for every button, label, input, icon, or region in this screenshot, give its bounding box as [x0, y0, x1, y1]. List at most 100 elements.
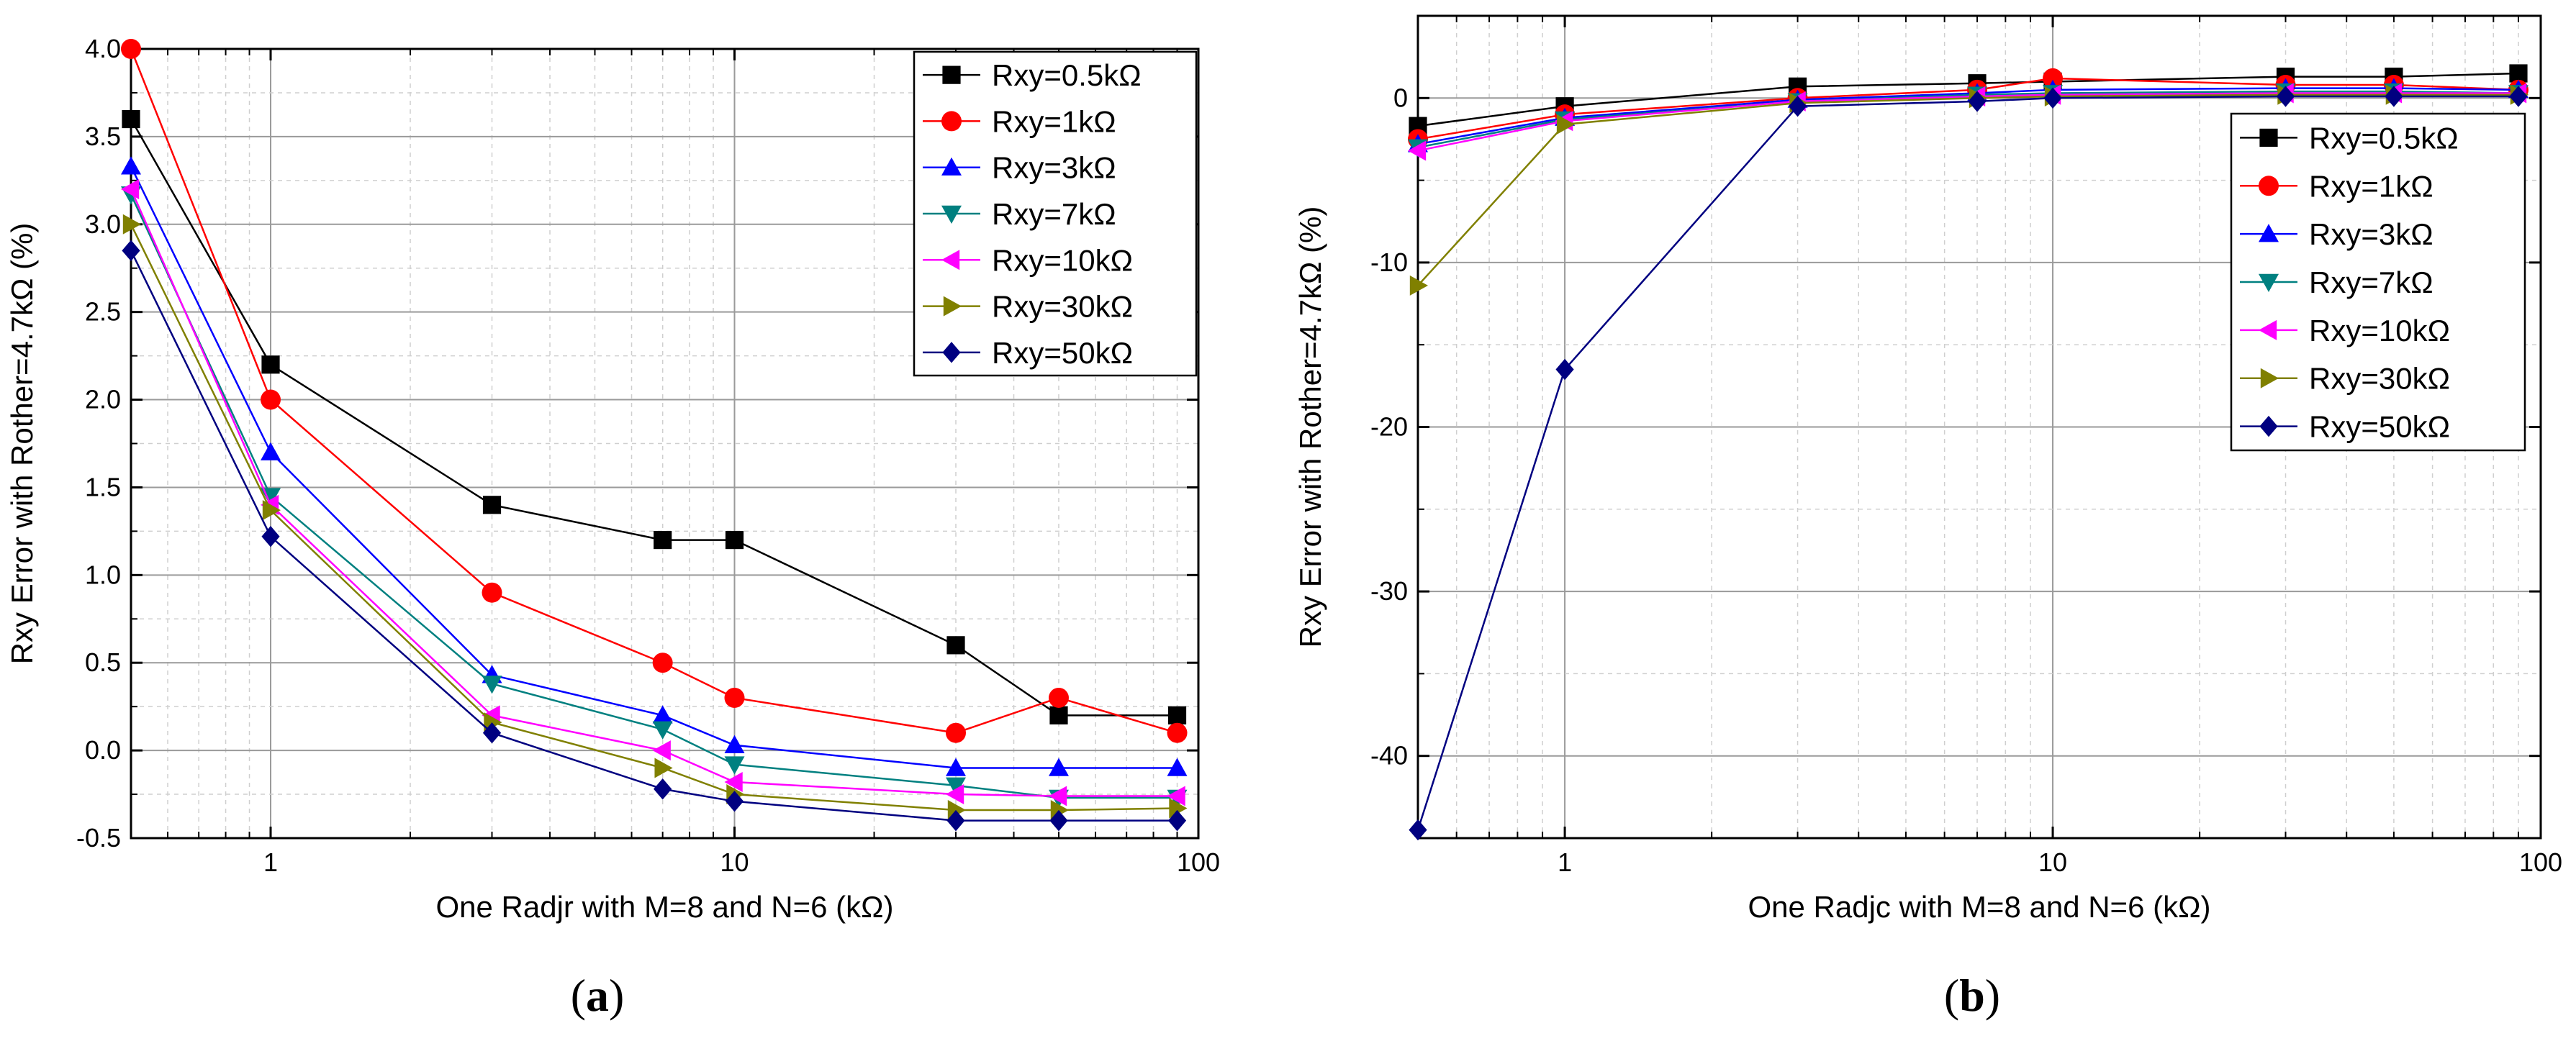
- data-point: [261, 526, 280, 547]
- tick-labels: -0.5 0.0 0.5 1.0 1.5 2.0 2.5 3.0 3.5 4.0 1 10 100: [76, 34, 1220, 877]
- data-point: [1167, 722, 1188, 743]
- legend: Rxy=0.5kΩ Rxy=1kΩ Rxy=3kΩ Rxy=7kΩ Rxy=10kΩ Rx…: [913, 50, 1198, 377]
- data-point: [654, 530, 672, 550]
- data-point: [2385, 86, 2403, 107]
- x-axis-title: One Radjc with M=8 and N=6 (kΩ): [1748, 890, 2210, 924]
- data-point: [1049, 706, 1068, 724]
- legend-marker: [942, 65, 961, 84]
- y-tick-label: 1.5: [85, 472, 121, 501]
- legend-label: Rxy=30kΩ: [2309, 362, 2450, 396]
- data-point: [652, 740, 671, 761]
- x-tick-label: 1: [263, 847, 278, 877]
- data-point: [946, 777, 967, 796]
- series-line: [1417, 94, 2518, 286]
- data-point: [1049, 809, 1068, 832]
- series-line: [1417, 92, 2518, 152]
- caption-open: (: [571, 970, 586, 1021]
- y-tick-label: 4.0: [85, 34, 121, 63]
- data-point: [654, 778, 672, 800]
- series-line: [1417, 87, 2518, 145]
- caption-close: ): [1985, 970, 2000, 1021]
- legend-marker: [941, 250, 960, 271]
- y-tick-label: 3.5: [85, 122, 121, 151]
- y-tick-label: 2.0: [85, 385, 121, 414]
- data-point: [725, 530, 744, 550]
- series-line: [1416, 95, 2518, 830]
- data-point: [652, 705, 673, 724]
- caption-letter: b: [1959, 970, 1985, 1021]
- series-Rxy=50kΩ: [1409, 86, 2528, 841]
- legend-label: Rxy=10kΩ: [992, 243, 1133, 277]
- series-line: [130, 165, 1178, 769]
- series-line: [130, 48, 1178, 735]
- series-group: [121, 39, 1188, 832]
- legend-label: Rxy=50kΩ: [992, 336, 1133, 370]
- chart-b: -40 -30 -20 -10 0 1 10 100 One Radjc with M=8 an…: [1293, 14, 2562, 1021]
- series-Rxy=1kΩ: [121, 39, 1188, 743]
- caption-open: (: [1944, 970, 1959, 1021]
- legend-marker: [2260, 368, 2279, 388]
- series-Rxy=30kΩ: [122, 214, 1188, 820]
- data-point: [482, 582, 502, 603]
- x-tick-label: 10: [720, 847, 749, 877]
- data-point: [121, 156, 141, 175]
- data-point: [946, 722, 967, 743]
- data-point: [261, 355, 280, 374]
- data-point: [2509, 64, 2528, 83]
- y-axis-title: Rxy Error with Rother=4.7kΩ (%): [1293, 206, 1327, 648]
- legend-marker: [941, 205, 962, 224]
- data-point: [1167, 809, 1187, 832]
- data-point: [946, 636, 965, 655]
- data-point: [1555, 358, 1574, 381]
- legend: Rxy=0.5kΩ Rxy=1kΩ Rxy=3kΩ Rxy=7kΩ Rxy=10kΩ Rx…: [2230, 112, 2526, 452]
- legend-label: Rxy=50kΩ: [2309, 410, 2450, 444]
- x-axis-title: One Radjr with M=8 and N=6 (kΩ): [436, 890, 894, 924]
- data-point: [946, 758, 967, 776]
- data-point: [1556, 114, 1576, 135]
- legend-label: Rxy=3kΩ: [992, 151, 1116, 185]
- y-tick-label: -0.5: [76, 823, 121, 853]
- legend-label: Rxy=0.5kΩ: [992, 58, 1142, 92]
- legend-marker: [2259, 224, 2279, 242]
- data-point: [724, 735, 745, 753]
- data-point: [946, 784, 964, 805]
- series-line: [1417, 90, 2518, 149]
- x-tick-label: 100: [1177, 847, 1220, 877]
- data-point: [652, 721, 673, 740]
- x-tick-label: 1: [1558, 847, 1572, 877]
- y-tick-label: 3.0: [85, 209, 121, 239]
- caption: (a): [571, 970, 625, 1021]
- caption-text: (a): [571, 970, 625, 1021]
- data-point: [1167, 706, 1187, 724]
- caption-close: ): [609, 970, 624, 1021]
- legend-marker: [942, 342, 961, 363]
- ticks: [1418, 16, 2541, 838]
- data-point: [1048, 687, 1069, 708]
- caption-letter: a: [586, 970, 609, 1021]
- y-tick-label: 0: [1393, 83, 1408, 112]
- data-point: [121, 39, 141, 59]
- caption: (b): [1944, 970, 2000, 1021]
- data-point: [1788, 96, 1807, 117]
- chart-a: -0.5 0.0 0.5 1.0 1.5 2.0 2.5 3.0 3.5 4.0 1 10 100 One…: [5, 34, 1220, 1021]
- y-tick-label: 0.0: [85, 735, 121, 765]
- data-point: [1167, 786, 1185, 806]
- series-line: [130, 250, 1178, 822]
- legend-marker: [943, 296, 962, 317]
- series-line: [130, 188, 1178, 797]
- caption-text: (b): [1944, 970, 2000, 1021]
- y-tick-label: 0.5: [85, 647, 121, 677]
- data-point: [482, 676, 502, 694]
- data-point: [122, 214, 141, 235]
- data-point: [122, 240, 140, 262]
- legend-marker: [941, 111, 962, 132]
- legend-label: Rxy=10kΩ: [2309, 314, 2450, 347]
- data-point: [261, 389, 281, 410]
- series-group: [1408, 64, 2528, 841]
- series-line: [1417, 77, 2519, 140]
- data-point: [1048, 786, 1067, 806]
- legend-label: Rxy=1kΩ: [992, 104, 1116, 138]
- x-tick-label: 100: [2519, 847, 2562, 877]
- legend-label: Rxy=0.5kΩ: [2309, 121, 2459, 155]
